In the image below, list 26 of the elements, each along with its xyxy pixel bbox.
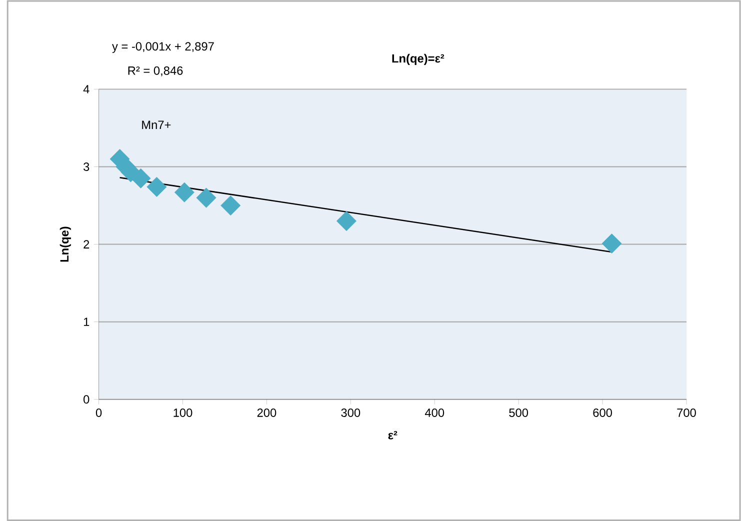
y-tick-label: 1 <box>84 318 90 326</box>
text: R² = 0,846 <box>128 66 183 76</box>
point <box>602 233 622 254</box>
x-tick-label: 500 <box>509 408 528 417</box>
x-axis-title: ε² <box>388 430 398 440</box>
point <box>336 210 356 231</box>
y-axis-title: Ln(qe) <box>60 226 71 262</box>
x-tick-label: 300 <box>341 408 360 417</box>
x-tick-label: 100 <box>174 408 192 417</box>
point <box>220 195 241 216</box>
text: Mn7+ <box>142 120 171 129</box>
text: y = -0,001x + 2,897 <box>112 42 214 53</box>
point <box>146 176 167 197</box>
point <box>174 182 194 202</box>
y-tick-label: 4 <box>83 84 90 94</box>
x-tick-label: 700 <box>677 408 696 417</box>
point <box>196 188 216 208</box>
y-tick-label: 0 <box>84 395 90 404</box>
x-tick-label: 400 <box>424 408 444 417</box>
x-tick-label: 600 <box>593 408 612 417</box>
y-tick-label: 3 <box>84 162 90 171</box>
y-tick-label: 2 <box>84 240 90 248</box>
x-tick-label: 200 <box>257 408 276 417</box>
x-tick-label: 0 <box>96 408 102 417</box>
point <box>130 168 151 188</box>
chart-title: Ln(qe)=ε² <box>392 54 444 65</box>
